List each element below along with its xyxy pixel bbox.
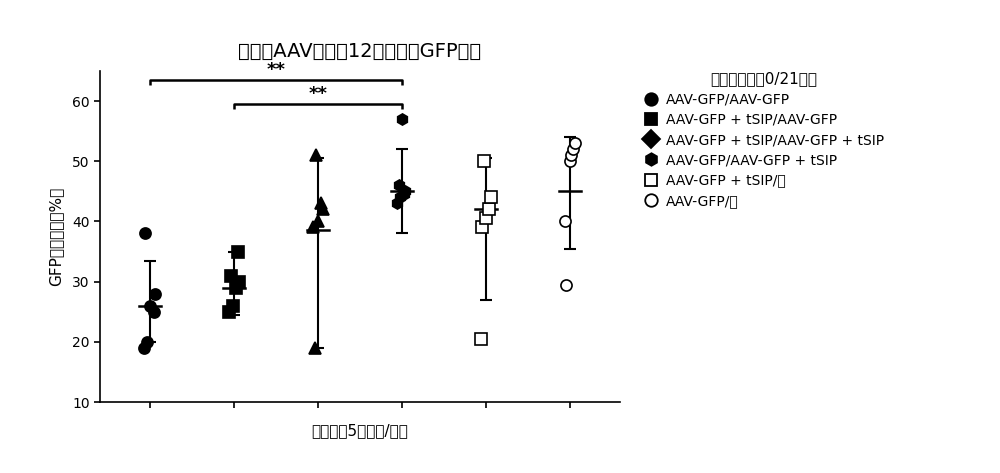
Legend: AAV-GFP/AAV-GFP, AAV-GFP + tSIP/AAV-GFP, AAV-GFP + tSIP/AAV-GFP + tSIP, AAV-GFP/: AAV-GFP/AAV-GFP, AAV-GFP + tSIP/AAV-GFP,… <box>643 71 884 208</box>
Text: **: ** <box>309 85 328 103</box>
Text: **: ** <box>267 61 286 79</box>
Y-axis label: GFP阳性细胞（%）: GFP阳性细胞（%） <box>49 187 64 286</box>
X-axis label: 实验组（5只小鼠/组）: 实验组（5只小鼠/组） <box>312 424 408 438</box>
Title: 在加强AAV注射吁12天肝中的GFP表达: 在加强AAV注射吁12天肝中的GFP表达 <box>238 42 482 61</box>
